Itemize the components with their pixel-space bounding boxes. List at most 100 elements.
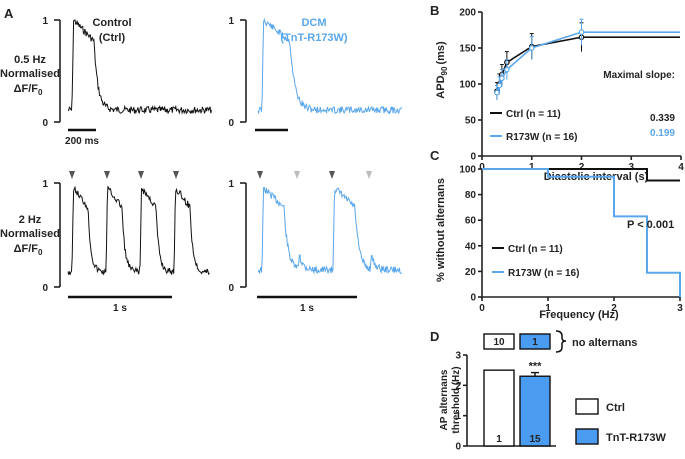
ctrl-title: Control: [92, 17, 131, 29]
stimulus-arrow-skipped: [294, 171, 300, 179]
panel-d-threshold-bar-chart: D 10 1 no alternans 0 1 2 3 AP alternans th…: [430, 329, 667, 453]
panel-b-legend-ctrl: Ctrl (n = 11): [506, 109, 561, 120]
row2-freq-label: 2 Hz: [19, 214, 42, 226]
row2-ctrl-tick-0: 0: [42, 283, 48, 294]
ctrl-05hz-trace-panel: 1 0 Control (Ctrl) 200 ms: [42, 16, 212, 147]
panel-b-y-tick-label: 0: [470, 152, 476, 163]
ctrl-2hz-trace-panel: 1 0 1 s: [42, 171, 210, 314]
no-alternans-count-r173w: 1: [532, 337, 538, 348]
panel-d-legend-ctrl: Ctrl: [606, 402, 625, 414]
panel-c-y-tick-label: 60: [465, 216, 477, 227]
panel-b-point: [578, 29, 585, 35]
stimulus-arrow: [138, 171, 144, 179]
no-alternans-count-ctrl: 10: [493, 337, 505, 348]
panel-b-fit-line-0: [496, 36, 680, 92]
panel-c-series-line-0: [482, 168, 680, 182]
scale-bar-1s-dcm-label: 1 s: [300, 303, 314, 314]
panel-d-y-tick-label: 1: [455, 411, 461, 422]
panel-d-bar-1: [519, 375, 551, 447]
panel-d-y-tick-label: 0: [455, 442, 461, 453]
stimulus-arrow: [257, 171, 263, 179]
panel-c-y-tick-label: 80: [465, 190, 477, 201]
panel-c-y-tick-label: 100: [459, 165, 476, 176]
panel-c-xlabel: Frequency (Hz): [539, 309, 619, 321]
panel-c-y-tick-label: 0: [470, 293, 476, 304]
row2-dcm-tick-1: 1: [228, 179, 234, 190]
scale-bar-1s-label: 1 s: [113, 303, 127, 314]
panel-c-x-tick-label: 0: [479, 303, 485, 314]
panel-b-y-tick-label: 100: [459, 80, 476, 91]
panel-b-point: [528, 45, 535, 51]
panel-d-ylabel-line2: threshold (Hz): [451, 366, 462, 433]
row1-dcm-tick-1: 1: [228, 16, 234, 27]
dcm-05hz-trace-panel: 1 0 DCM (TnT-R173W): [228, 16, 402, 132]
panel-d-y-tick-label: 3: [455, 351, 461, 362]
scale-bar-200ms-label: 200 ms: [65, 136, 99, 147]
panel-d-legend-r173w: TnT-R173W: [606, 432, 667, 444]
panel-b-x-tick-label: 2: [579, 162, 585, 173]
panel-b-point: [494, 89, 500, 96]
no-alternans-brace: [555, 330, 567, 353]
panel-d-y-tick-label: 2: [455, 381, 461, 392]
row1-ctrl-tick-1: 1: [42, 16, 48, 27]
dcm-2hz-trace: [257, 186, 402, 275]
row1-normalised-label: Normalised: [0, 68, 60, 80]
ctrl-subtitle: (Ctrl): [99, 32, 126, 44]
panel-c-ylabel: % without alternans: [435, 178, 447, 282]
panel-c-p-value: P < 0.001: [627, 219, 674, 231]
row1-ctrl-tick-0: 0: [42, 118, 48, 129]
no-alternans-box-r173w: [519, 333, 551, 350]
panel-b-letter: B: [430, 3, 439, 18]
panel-d-bar-0: [483, 369, 515, 447]
panel-b-slope-ctrl: 0.339: [650, 113, 675, 124]
dcm-2hz-trace-panel: 1 0 1 s: [228, 171, 402, 314]
stimulus-arrow: [69, 171, 75, 179]
row2-dcm-tick-0: 0: [228, 283, 234, 294]
stimulus-arrow-skipped: [366, 171, 372, 179]
row2-ylabel: ΔF/F0: [14, 243, 43, 257]
panel-c-y-tick-label: 40: [465, 241, 477, 252]
legend-swatch-r173w: [575, 428, 599, 445]
panel-b-point: [499, 75, 505, 82]
panel-d-letter: D: [430, 329, 439, 344]
panel-c-x-tick-label: 1: [545, 303, 551, 314]
panel-b-point: [504, 66, 510, 73]
panel-c-x-tick-label: 3: [677, 303, 683, 314]
panel-b-point: [496, 82, 503, 89]
panel-c-y-tick-label: 20: [465, 267, 477, 278]
panel-c-legend-r173w: R173W (n = 16): [508, 268, 579, 279]
row2-ctrl-tick-1: 1: [42, 179, 48, 190]
panel-b-x-tick-label: 1: [529, 162, 535, 173]
row1-freq-label: 0.5 Hz: [14, 54, 46, 66]
panel-b-x-tick-label: 4: [678, 162, 684, 173]
panel-c-series-line-1: [482, 168, 681, 297]
panel-c-legend-ctrl: Ctrl (n = 11): [508, 244, 563, 255]
panel-d-n-label-0: 1: [496, 434, 502, 445]
panel-b-x-tick-label: 0: [479, 162, 485, 173]
panel-b-ylabel: APD90(ms): [435, 41, 449, 99]
panel-b-x-tick-label: 3: [628, 162, 634, 173]
legend-swatch-ctrl: [575, 398, 599, 415]
panel-b-slope-r173w: 0.199: [650, 128, 675, 139]
stimulus-arrow: [104, 171, 110, 179]
row1-ylabel: ΔF/F0: [14, 83, 43, 97]
panel-a-letter: A: [4, 6, 14, 21]
panel-b-y-tick-label: 50: [465, 116, 477, 127]
panel-b-legend-r173w: R173W (n = 16): [506, 132, 577, 143]
panel-b-y-tick-label: 200: [459, 8, 476, 19]
no-alternans-box-ctrl: [483, 333, 515, 350]
panel-d-significance: ***: [529, 361, 543, 373]
dcm-subtitle: (TnT-R173W): [280, 32, 348, 44]
ctrl-05hz-trace: [67, 19, 212, 115]
panel-b-slope-title: Maximal slope:: [603, 70, 675, 81]
stimulus-arrow: [173, 171, 179, 179]
panel-b-y-tick-label: 150: [459, 44, 476, 55]
row1-dcm-tick-0: 0: [228, 118, 234, 129]
ctrl-2hz-trace: [67, 185, 210, 276]
panel-d-n-label-1: 15: [529, 434, 541, 445]
dcm-title: DCM: [301, 17, 326, 29]
panel-b-fit-line-1: [496, 31, 680, 93]
